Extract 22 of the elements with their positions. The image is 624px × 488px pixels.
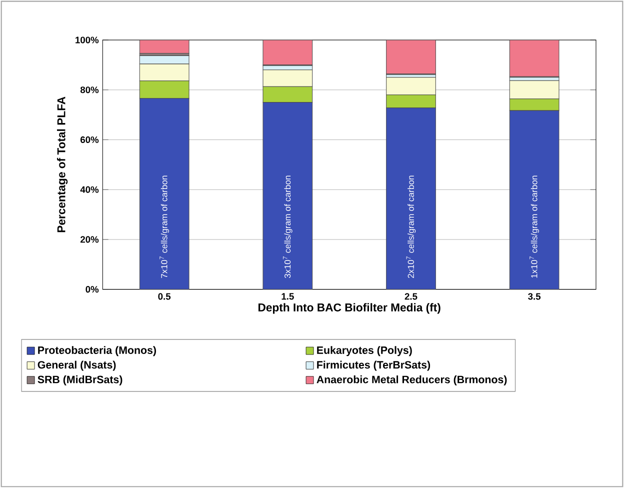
annotation: 7x10$^{7}$ cells/gram of carbon xyxy=(160,176,170,278)
y-tick-label: 100% xyxy=(76,36,99,44)
y-tick-label: 0% xyxy=(86,286,99,293)
y-axis-title: Percentage of Total PLFA xyxy=(56,96,68,232)
x-tick-label: 2.5 xyxy=(404,293,418,300)
legend-label: Eukaryotes (Polys) xyxy=(317,346,412,356)
x-tick-label: 0.5 xyxy=(158,293,171,300)
y-tick-label: 40% xyxy=(80,186,99,193)
annotation: 2x10$^{7}$ cells/gram of carbon xyxy=(406,176,416,278)
y-tick-label: 60% xyxy=(80,136,99,144)
y-tick-label: 20% xyxy=(80,236,99,243)
annotation: 1x10$^{7}$ cells/gram of carbon xyxy=(530,176,539,278)
legend-label: SRB (MidBrSats) xyxy=(38,375,122,386)
x-tick-label: 1.5 xyxy=(282,293,294,300)
legend-label: Proteobacteria (Monos) xyxy=(38,346,156,356)
annotation: 3x10$^{7}$ cells/gram of carbon xyxy=(282,176,292,278)
legend-label: Anaerobic Metal Reducers (Brmonos) xyxy=(316,375,507,386)
legend-label: General (Nsats) xyxy=(38,360,116,371)
y-tick-label: 80% xyxy=(80,86,99,94)
legend-label: Firmicutes (TerBrSats) xyxy=(317,360,430,371)
x-tick-label: 3.5 xyxy=(528,293,541,300)
x-axis-title: Depth Into BAC Biofilter Media (ft) xyxy=(258,303,440,314)
